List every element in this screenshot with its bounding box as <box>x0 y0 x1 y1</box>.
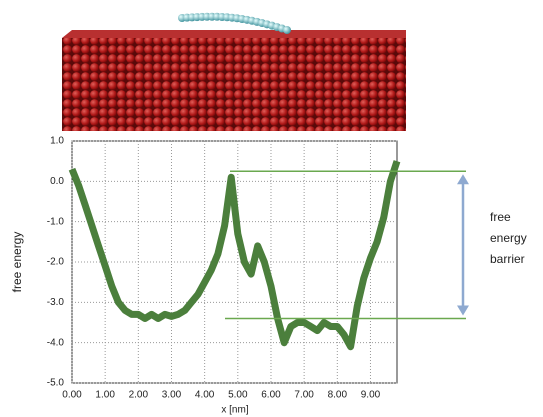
x-tick-label: 4.00 <box>195 390 215 401</box>
annotation: free <box>490 210 511 224</box>
annotation: barrier <box>490 252 525 266</box>
y-tick-label: -2.0 <box>47 257 65 268</box>
arrow-head <box>457 174 469 185</box>
x-tick-label: 2.00 <box>129 390 149 401</box>
molecule-image <box>62 12 406 131</box>
x-tick-label: 1.00 <box>95 390 115 401</box>
x-tick-label: 9.00 <box>361 390 381 401</box>
x-tick-label: 7.00 <box>294 390 314 401</box>
slab <box>62 38 406 131</box>
y-tick-label: -1.0 <box>47 216 65 227</box>
x-tick-label: 3.00 <box>162 390 182 401</box>
x-tick-label: 8.00 <box>328 390 348 401</box>
x-tick-label: 0.00 <box>62 390 82 401</box>
annotation: energy <box>490 231 527 245</box>
data-line <box>68 160 401 351</box>
y-tick-label: -3.0 <box>47 297 65 308</box>
x-tick-label: 6.00 <box>261 390 281 401</box>
adsorbed-molecule <box>178 12 291 34</box>
y-tick-label: -5.0 <box>47 378 65 389</box>
x-tick-label: 5.00 <box>228 390 248 401</box>
slab-top <box>62 30 406 38</box>
atom <box>283 26 291 34</box>
y-tick-label: -4.0 <box>47 337 65 348</box>
y-axis-label: free energy <box>10 232 24 293</box>
arrow-head <box>457 305 469 316</box>
y-tick-label: 1.0 <box>50 136 64 147</box>
y-tick-label: 0.0 <box>50 176 64 187</box>
x-axis-label: x [nm] <box>221 405 248 416</box>
